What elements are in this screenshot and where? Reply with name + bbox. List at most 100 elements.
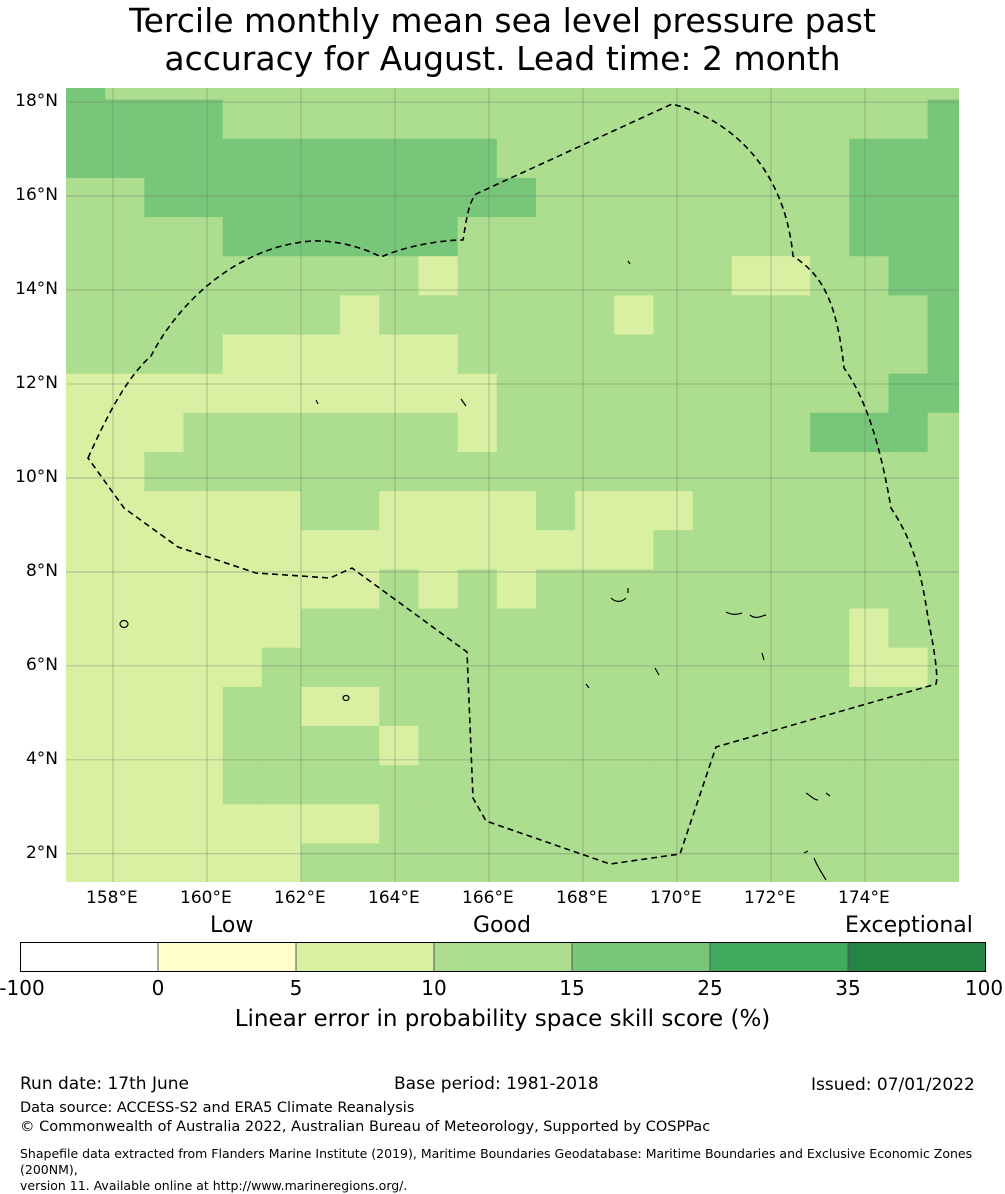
grid-cell <box>105 764 145 805</box>
grid-cell <box>379 333 420 374</box>
colorbar-segment <box>295 942 435 972</box>
grid-cell <box>183 607 224 648</box>
grid-cell <box>692 842 733 882</box>
grid-cell <box>300 255 341 296</box>
grid-cell <box>379 725 420 766</box>
grid-cell <box>614 686 655 726</box>
grid-cell <box>849 647 890 687</box>
grid-cell <box>888 451 929 492</box>
grid-cell <box>340 490 380 531</box>
grid-cell <box>849 373 890 413</box>
grid-cell <box>457 255 498 296</box>
grid-cell <box>575 177 615 218</box>
grid-cell <box>849 686 890 726</box>
grid-cell <box>770 333 811 374</box>
grid-cell <box>692 216 733 257</box>
grid-cell <box>653 138 694 178</box>
grid-cell <box>105 373 145 413</box>
grid-cell <box>575 88 615 100</box>
grid-cell <box>222 764 263 805</box>
grid-cell <box>653 333 694 374</box>
grid-cell <box>575 138 615 178</box>
grid-cell <box>144 451 185 492</box>
grid-cell <box>261 333 302 374</box>
grid-cell <box>222 294 263 335</box>
grid-cell <box>105 88 145 100</box>
grid-cell <box>144 138 185 178</box>
grid-cell <box>731 529 772 570</box>
grid-cell <box>457 216 498 257</box>
grid-cell <box>653 725 694 766</box>
grid-cell <box>692 138 733 178</box>
grid-cell <box>692 529 733 570</box>
grid-cell <box>653 568 694 609</box>
grid-cell <box>222 686 263 726</box>
grid-cell <box>457 177 498 218</box>
grid-cell <box>261 803 302 844</box>
grid-cell <box>66 842 106 882</box>
grid-cell <box>849 333 890 374</box>
copyright-notice: © Commonwealth of Australia 2022, Austra… <box>20 1119 711 1135</box>
grid-cell <box>183 647 224 687</box>
grid-cell <box>496 490 537 531</box>
x-tick-label: 170°E <box>650 888 702 908</box>
grid-cell <box>457 294 498 335</box>
grid-cell <box>614 294 655 335</box>
grid-cell <box>66 490 106 531</box>
grid-cell <box>888 647 929 687</box>
grid-cell <box>849 216 890 257</box>
grid-cell <box>614 529 655 570</box>
grid-cell <box>653 177 694 218</box>
grid-cell <box>144 88 185 100</box>
colorbar-outline <box>20 942 986 972</box>
grid-cell <box>144 764 185 805</box>
grid-cell <box>457 451 498 492</box>
grid-cell <box>849 803 890 844</box>
eez-boundary <box>87 103 938 865</box>
grid-cell <box>66 725 106 766</box>
grid-cell <box>300 177 341 218</box>
grid-cell <box>183 451 224 492</box>
grid-cell <box>105 451 145 492</box>
grid-cell <box>183 490 224 531</box>
grid-cell <box>810 412 850 452</box>
grid-cell <box>340 333 380 374</box>
grid-cell <box>379 490 420 531</box>
grid-cell <box>731 725 772 766</box>
grid-cell <box>222 177 263 218</box>
grid-cell <box>810 529 850 570</box>
grid-cell <box>144 333 185 374</box>
grid-cell <box>770 490 811 531</box>
y-tick-label: 10°N <box>15 466 58 487</box>
y-tick-label: 2°N <box>25 842 58 863</box>
grid-cell <box>810 686 850 726</box>
grid-cell <box>379 138 420 178</box>
grid-cell <box>731 490 772 531</box>
grid-cell <box>496 255 537 296</box>
grid-cell <box>692 451 733 492</box>
grid-cell <box>731 294 772 335</box>
grid-cell <box>575 686 615 726</box>
grid-cell <box>457 529 498 570</box>
grid-cell <box>418 764 459 805</box>
grid-cell <box>614 568 655 609</box>
grid-cell <box>575 98 615 139</box>
grid-cell <box>535 607 576 648</box>
grid-cell <box>300 412 341 452</box>
grid-cell <box>183 255 224 296</box>
grid-cell <box>418 490 459 531</box>
grid-cell <box>418 842 459 882</box>
grid-cell <box>888 177 929 218</box>
grid-cell <box>183 177 224 218</box>
grid-cell <box>496 451 537 492</box>
grid-cell <box>261 842 302 882</box>
grid-cell <box>927 88 959 100</box>
grid-cell <box>810 568 850 609</box>
grid-cell <box>888 607 929 648</box>
grid-cell <box>457 764 498 805</box>
grid-cell <box>105 842 145 882</box>
grid-cell <box>261 529 302 570</box>
grid-cell <box>66 216 106 257</box>
grid-cell <box>66 647 106 687</box>
title-line-2: accuracy for August. Lead time: 2 month <box>164 39 841 78</box>
